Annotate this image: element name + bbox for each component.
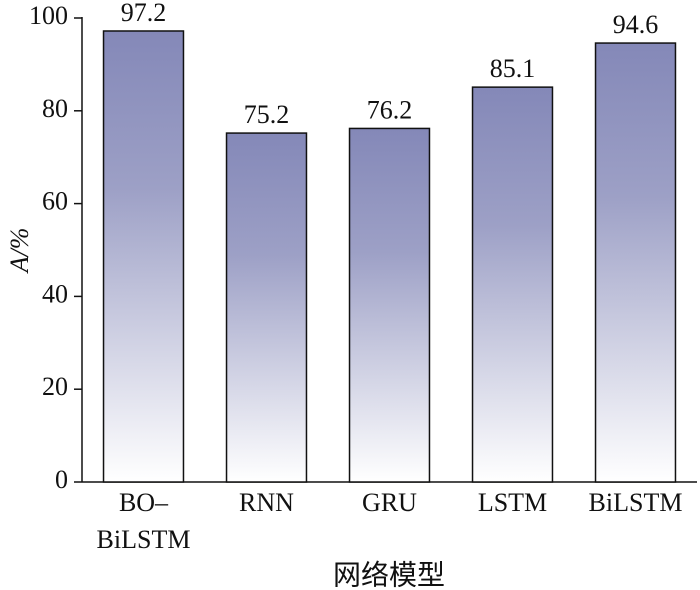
y-tick-label: 20 xyxy=(42,372,68,401)
value-label: 85.1 xyxy=(490,54,536,83)
y-tick-label: 100 xyxy=(29,1,68,30)
bar xyxy=(594,42,677,483)
bar xyxy=(471,86,554,483)
x-tick-label: GRU xyxy=(362,488,417,517)
bar xyxy=(348,127,431,483)
x-tick-label: BO– BiLSTM xyxy=(97,488,191,554)
x-tick-label: RNN xyxy=(239,488,294,517)
x-tick-label: BiLSTM xyxy=(589,488,683,517)
x-tick-label-line: BiLSTM xyxy=(97,525,191,554)
y-axis-label: A/% xyxy=(5,228,34,275)
x-tick-label: LSTM xyxy=(478,488,547,517)
y-tick-label: 40 xyxy=(42,279,68,308)
value-label: 94.6 xyxy=(613,10,659,39)
bar xyxy=(225,132,308,483)
bar xyxy=(102,30,185,483)
value-label: 75.2 xyxy=(244,100,290,129)
value-label: 76.2 xyxy=(367,95,413,124)
value-label: 97.2 xyxy=(121,0,167,27)
y-tick-label: 80 xyxy=(42,94,68,123)
x-tick-label-line: BO– xyxy=(119,488,169,517)
x-axis-label: 网络模型 xyxy=(333,559,445,590)
y-tick-label: 60 xyxy=(42,187,68,216)
y-tick-label: 0 xyxy=(55,465,68,494)
